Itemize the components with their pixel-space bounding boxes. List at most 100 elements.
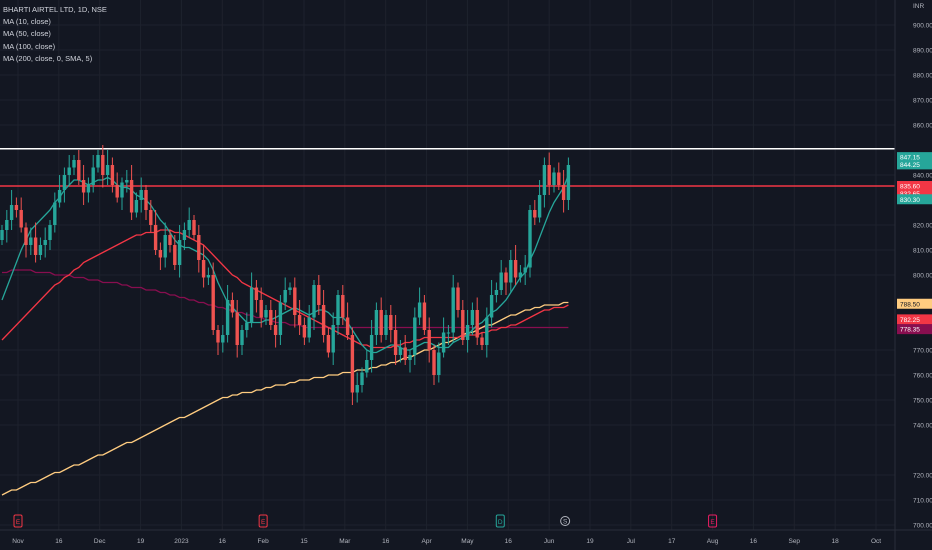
x-tick-label: 16 <box>505 538 513 545</box>
candle-body <box>211 275 215 330</box>
candle-body <box>221 335 225 343</box>
candle-body <box>398 347 403 355</box>
candle-body <box>158 250 163 258</box>
legend-ma10[interactable]: MA (10, close) <box>3 17 51 27</box>
candle-body <box>24 227 28 245</box>
event-label: E <box>710 519 715 526</box>
candle-body <box>365 360 369 373</box>
candle-body <box>153 225 158 250</box>
y-tick-label: 800.00 <box>913 273 932 280</box>
event-label: E <box>16 519 21 526</box>
horizontal-lines[interactable] <box>0 148 895 187</box>
candle-body <box>523 267 527 273</box>
candle-body <box>110 165 115 185</box>
candle-body <box>355 385 359 393</box>
candle-body <box>192 220 196 235</box>
candle-body <box>288 287 292 290</box>
candle-body <box>230 300 235 313</box>
x-tick-label: Mar <box>339 538 351 545</box>
candle-body <box>9 205 14 220</box>
candle-body <box>269 310 273 325</box>
y-tick-label: 700.00 <box>913 523 932 530</box>
y-tick-label: 900.00 <box>913 23 932 30</box>
candle-body <box>43 240 47 245</box>
legend-ma50[interactable]: MA (50, close) <box>3 29 51 39</box>
price-label-bg <box>897 324 932 335</box>
candle-body <box>451 287 455 333</box>
legend-ma200[interactable]: MA (200, close, 0, SMA, 5) <box>3 53 93 63</box>
candle-body <box>273 325 278 335</box>
candle-body <box>542 165 547 195</box>
candle-body <box>293 287 297 315</box>
candle-body <box>254 287 259 300</box>
chart-legend: BHARTI AIRTEL LTD, 1D, NSE MA (10, close… <box>3 4 107 65</box>
candle-body <box>547 165 551 185</box>
candle-body <box>504 272 508 283</box>
candle-body <box>173 245 177 265</box>
candle-body <box>297 315 302 325</box>
candle-body <box>441 332 446 353</box>
candle-body <box>149 210 153 225</box>
earnings-icon <box>495 514 505 528</box>
candle-body <box>312 285 316 318</box>
candle-body <box>206 275 211 278</box>
candle-body <box>518 272 523 278</box>
earnings-icon <box>258 514 268 528</box>
y-tick-label: 890.00 <box>913 48 932 55</box>
x-tick-label: 15 <box>300 538 308 545</box>
candle-body <box>408 355 412 360</box>
candle-body <box>302 325 307 338</box>
candle-body <box>91 167 95 185</box>
candle-body <box>201 260 206 278</box>
legend-ma100[interactable]: MA (100, close) <box>3 41 56 51</box>
price-label: 847.15 <box>900 155 920 162</box>
candle-body <box>475 310 479 338</box>
candle-body <box>101 155 105 175</box>
candle-body <box>513 260 518 278</box>
dividend-icon <box>560 516 571 526</box>
event-label: D <box>498 519 503 526</box>
candle-body <box>326 335 331 353</box>
price-label-bg <box>897 152 932 163</box>
x-tick-label: Aug <box>707 538 719 545</box>
candle-body <box>48 225 52 240</box>
price-label-bg <box>897 159 932 170</box>
x-tick-label: 19 <box>137 538 145 545</box>
time-axis[interactable]: Nov 16 Dec 19 2023 16 Feb 15 Mar 16 Apr May 16 Jun 19 J… <box>0 529 932 545</box>
candle-body <box>86 185 91 193</box>
candle-body <box>29 237 33 245</box>
price-label-bg <box>897 181 932 191</box>
candle-body <box>187 220 191 230</box>
candle-body <box>307 317 311 338</box>
candle-body <box>125 180 129 183</box>
candle-body <box>341 295 345 318</box>
price-label-bg <box>897 298 932 309</box>
candle-body <box>417 302 422 318</box>
ma10-line <box>1 174 570 354</box>
candle-body <box>393 330 398 355</box>
candle-body <box>413 317 417 355</box>
candle-body <box>384 315 388 335</box>
candle-body <box>278 302 283 335</box>
price-label: 830.30 <box>900 197 920 204</box>
x-tick-label: 16 <box>382 538 390 545</box>
y-tick-label: 860.00 <box>913 123 932 130</box>
moving-average-lines <box>1 174 570 496</box>
candle-body <box>461 310 465 340</box>
y-tick-label: 840.00 <box>913 173 932 180</box>
candle-body <box>216 330 220 343</box>
candle-body <box>77 160 81 180</box>
price-label: 835.60 <box>900 184 920 191</box>
candle-body <box>19 210 23 228</box>
candle-body <box>33 237 38 255</box>
earnings-icon <box>708 514 718 528</box>
candle-body <box>182 230 187 240</box>
candle-body <box>350 335 355 393</box>
candle-body <box>120 182 124 198</box>
candle-body <box>14 205 19 210</box>
price-axis[interactable]: 900.00 890.00 880.00 870.00 860.00 840.00 820.… <box>894 0 932 550</box>
earnings-icon <box>13 514 23 528</box>
candle-body <box>317 285 321 305</box>
